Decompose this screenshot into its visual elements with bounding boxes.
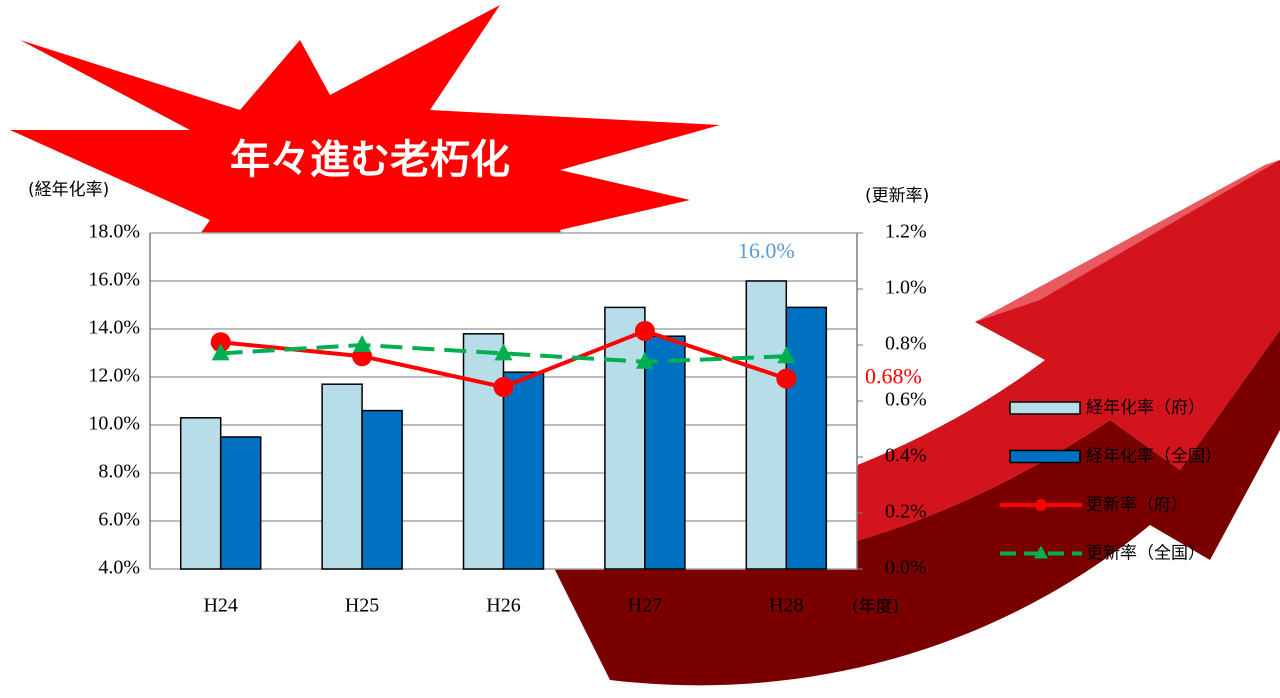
y2-tick-label: 1.0% (885, 277, 927, 299)
y-tick-label: 12.0% (88, 365, 140, 387)
bar (362, 411, 402, 569)
marker (776, 369, 796, 389)
y2-tick-label: 0.0% (885, 557, 927, 579)
y-tick-label: 18.0% (88, 221, 140, 243)
x-tick-label: H27 (628, 595, 662, 617)
bar (786, 307, 826, 569)
legend-swatch (1010, 451, 1080, 463)
x-tick-label: H24 (203, 595, 237, 617)
page: 年々進む老朽化 (経年化率) (更新率) (年度) 4.0% 6.0% 8.0% 10… (0, 0, 1280, 693)
bar (746, 281, 786, 569)
legend-label: 経年化率（全国） (1086, 447, 1222, 467)
bar (322, 384, 362, 569)
x-tick-label: H28 (769, 595, 803, 617)
value-label: 0.68% (865, 364, 922, 389)
bar (464, 334, 504, 569)
y-tick-label: 14.0% (88, 317, 140, 339)
y-tick-label: 8.0% (98, 461, 140, 483)
x-tick-label: H26 (486, 595, 520, 617)
bar (221, 437, 261, 569)
y2-tick-label: 0.4% (885, 445, 927, 467)
legend-label: 更新率（府） (1086, 495, 1188, 515)
bar (645, 336, 685, 569)
marker (635, 321, 655, 341)
marker (494, 377, 514, 397)
y-tick-label: 4.0% (98, 557, 140, 579)
y-axis-label: (経年化率) (28, 180, 109, 200)
bar (605, 307, 645, 569)
y2-tick-label: 0.2% (885, 501, 927, 523)
legend-label: 経年化率（府） (1086, 398, 1205, 418)
legend-label: 更新率（全国） (1086, 544, 1205, 564)
y2-tick-label: 0.8% (885, 333, 927, 355)
bar (181, 418, 221, 569)
y2-axis-label: (更新率) (865, 186, 929, 206)
y2-tick-label: 0.6% (885, 389, 927, 411)
headline: 年々進む老朽化 (230, 137, 510, 183)
y2-tick-label: 1.2% (885, 221, 927, 243)
y-tick-label: 16.0% (88, 269, 140, 291)
legend-marker (1035, 499, 1047, 511)
x-tick-label: H25 (345, 595, 379, 617)
x-axis-label: (年度) (852, 597, 899, 617)
legend-swatch (1010, 402, 1080, 414)
y-tick-label: 6.0% (98, 509, 140, 531)
bar (504, 372, 544, 569)
y-tick-label: 10.0% (88, 413, 140, 435)
value-label: 16.0% (738, 238, 795, 263)
